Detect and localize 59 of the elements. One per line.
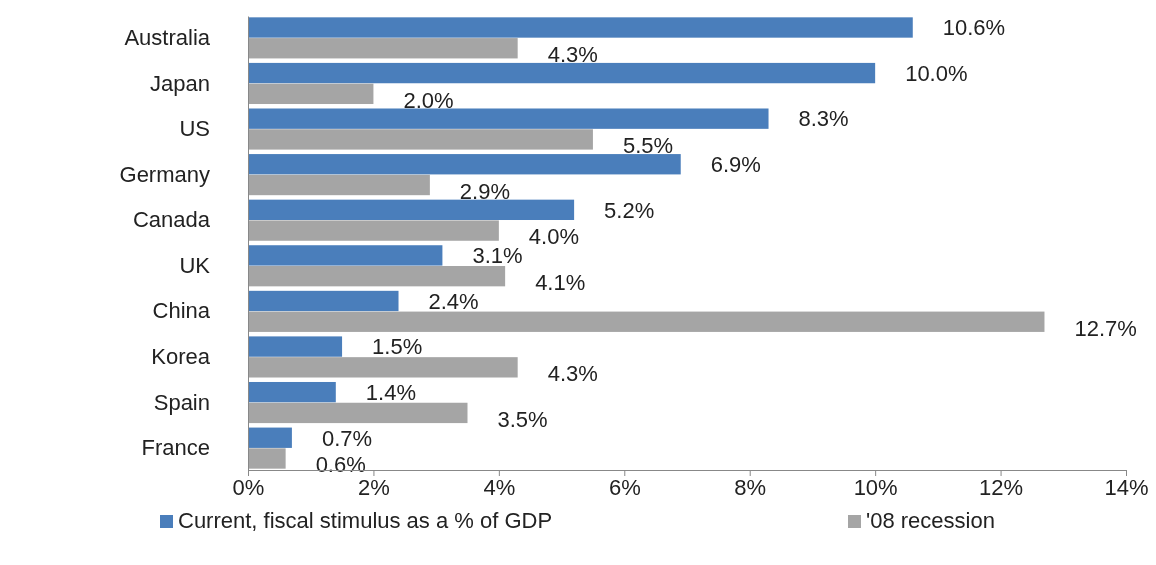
y-tick-label: US [179, 116, 210, 142]
data-label: 2.9% [459, 178, 511, 204]
data-label: 2.4% [428, 288, 479, 314]
data-label: 10.0% [905, 60, 968, 86]
bar [248, 154, 681, 175]
legend-label: Current, fiscal stimulus as a % of GDP [178, 507, 553, 533]
bar [248, 336, 343, 357]
bar [248, 402, 468, 424]
x-tick-label: 12% [979, 474, 1024, 500]
x-tick-label: 4% [483, 474, 516, 500]
bar [248, 427, 292, 448]
bar [248, 311, 1045, 332]
data-label: 6.9% [710, 152, 761, 178]
x-tick-label: 6% [608, 474, 641, 500]
y-tick-label: UK [179, 252, 211, 278]
y-tick-label: China [152, 298, 211, 324]
data-label: 8.3% [798, 106, 849, 132]
y-tick-label: Germany [119, 161, 210, 187]
bar [248, 220, 499, 241]
x-tick-label: 0% [232, 474, 265, 500]
bar [248, 83, 374, 105]
data-label: 3.1% [472, 243, 523, 269]
data-label: 1.5% [372, 334, 423, 360]
bar [248, 290, 399, 312]
bar [248, 129, 593, 150]
data-label: 5.5% [622, 133, 674, 159]
bar [248, 38, 518, 59]
y-tick-label: France [141, 435, 210, 461]
legend-label: '08 recession [866, 507, 995, 533]
data-label: 2.0% [403, 87, 454, 113]
bar [248, 62, 876, 84]
x-tick-label: 8% [734, 474, 767, 500]
bar [248, 174, 430, 196]
bar [248, 448, 286, 469]
bar [248, 357, 518, 378]
bar [248, 108, 769, 129]
x-tick-label: 10% [853, 474, 898, 500]
bar [248, 266, 506, 287]
data-label: 1.4% [365, 379, 416, 405]
data-label: 12.7% [1074, 315, 1137, 341]
data-label: 10.6% [942, 15, 1006, 41]
data-label: 4.3% [547, 361, 598, 387]
data-label: 5.2% [604, 197, 655, 223]
y-tick-label: Spain [153, 389, 210, 415]
bar [248, 17, 913, 38]
y-tick-label: Japan [150, 70, 210, 96]
bar [248, 199, 575, 220]
data-label: 0.7% [321, 425, 373, 451]
data-label: 3.5% [497, 406, 548, 432]
data-label: 4.3% [547, 42, 598, 68]
y-tick-label: Canada [132, 207, 211, 233]
x-tick-label: 2% [358, 474, 390, 500]
bar [248, 245, 443, 266]
y-tick-label: Korea [151, 344, 211, 369]
data-label: 4.1% [535, 269, 586, 295]
y-tick-label: Australia [124, 24, 211, 50]
x-tick-label: 14% [1104, 474, 1149, 500]
bar [248, 381, 336, 403]
data-label: 4.0% [528, 224, 580, 250]
